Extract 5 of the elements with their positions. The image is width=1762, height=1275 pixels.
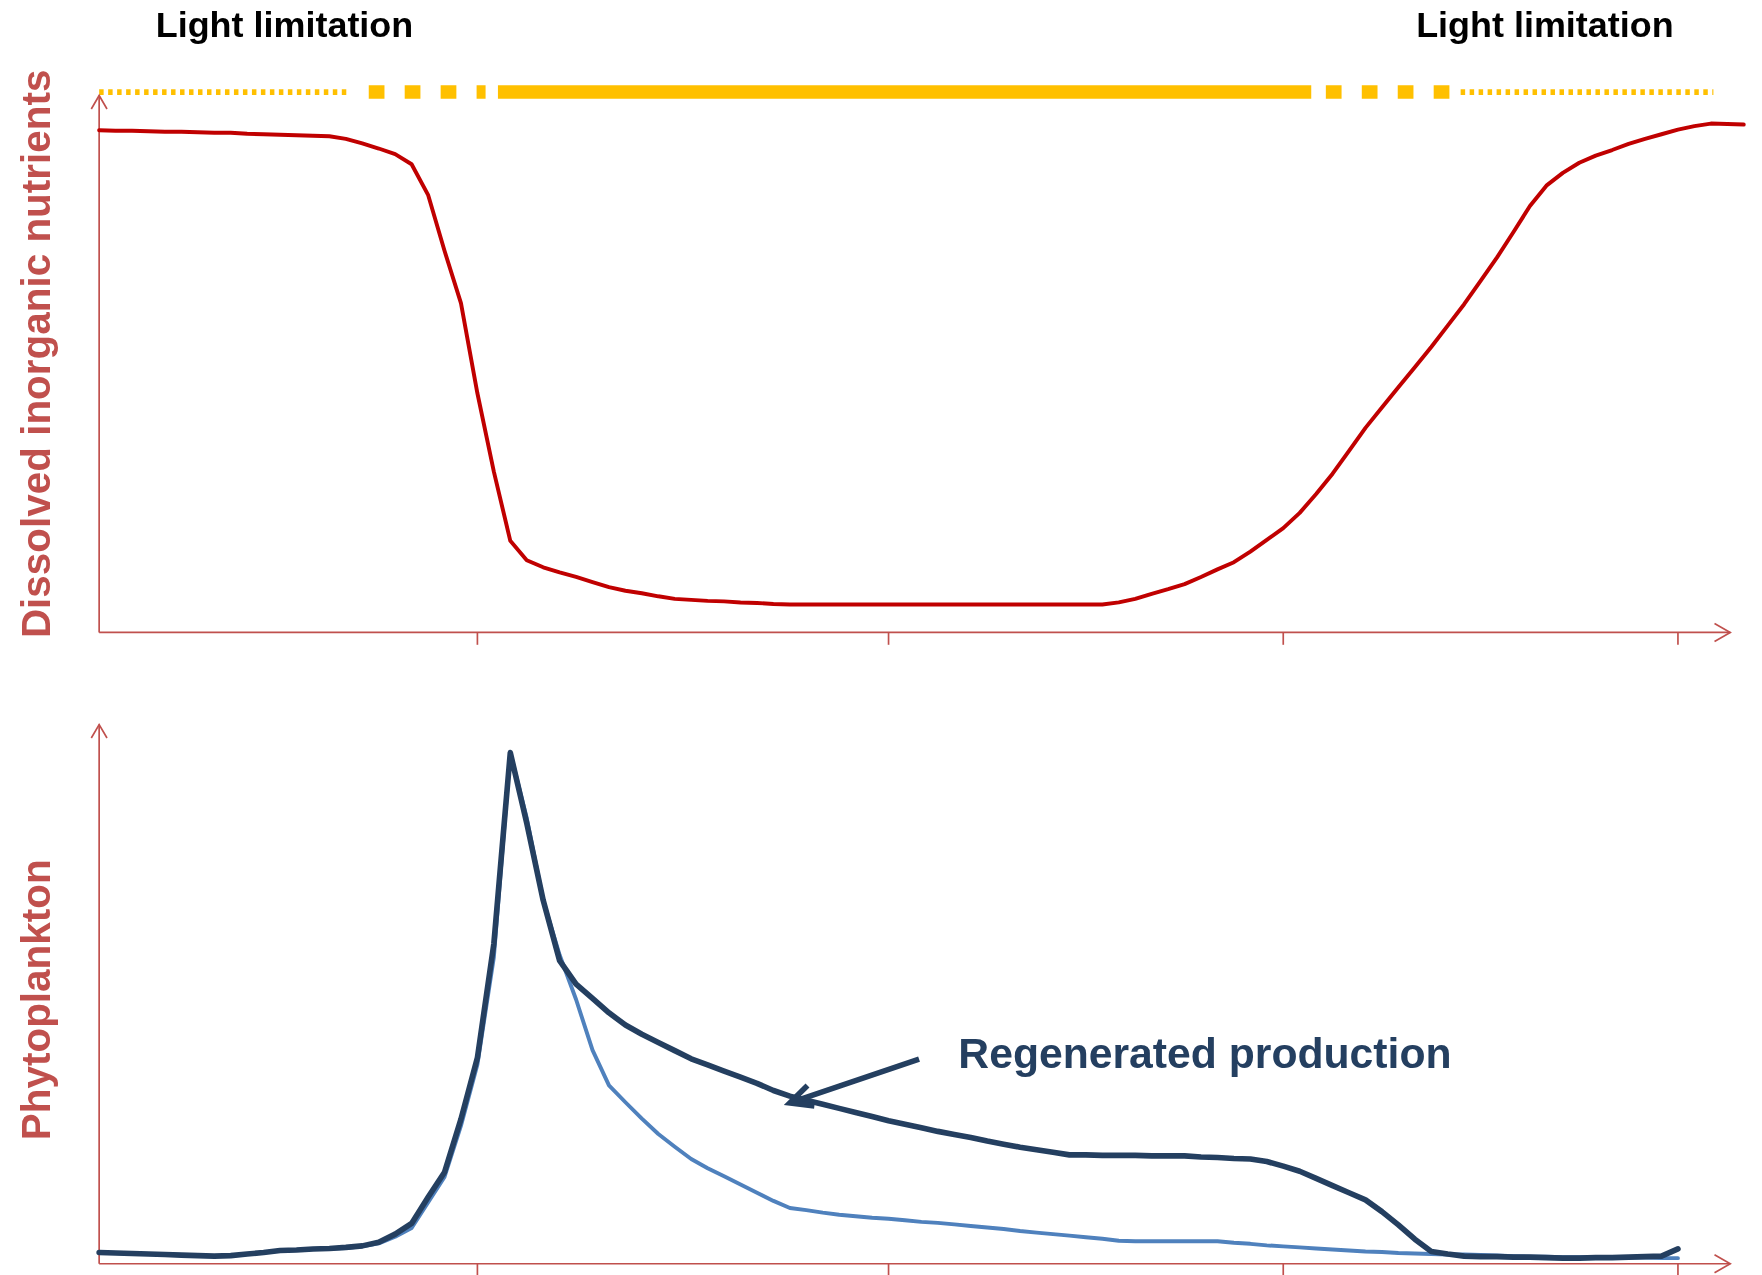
text: Light limitation	[155, 4, 414, 46]
text: Light limitation	[1416, 4, 1674, 46]
annotation: Regenerated production	[958, 1029, 1452, 1078]
y-axis-title: Dissolved inorganic nutrients	[12, 69, 59, 639]
y-axis-title: Phytoplankton	[12, 859, 59, 1141]
